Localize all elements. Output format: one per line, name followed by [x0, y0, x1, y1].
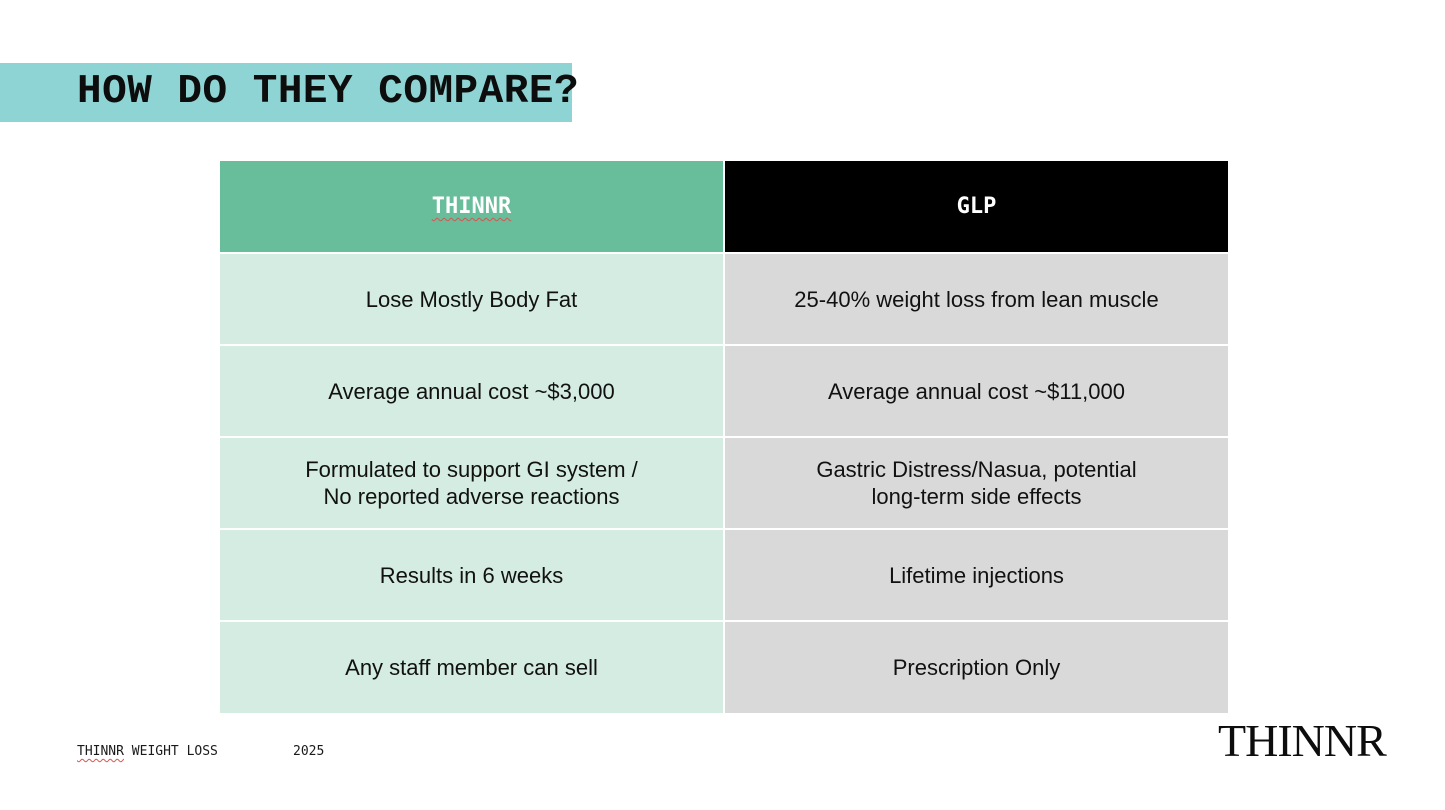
table-row: Any staff member can sell Prescription O… [220, 620, 1228, 713]
cell-thinnr-sell: Any staff member can sell [220, 620, 725, 713]
cell-thinnr-cost: Average annual cost ~$3,000 [220, 344, 725, 438]
comparison-table: THINNR GLP Lose Mostly Body Fat 25-40% w… [220, 161, 1228, 713]
footer-brand-name: THINNR [77, 744, 124, 759]
cell-thinnr-results: Results in 6 weeks [220, 528, 725, 622]
header-glp-label: GLP [956, 194, 997, 219]
table-row: Formulated to support GI system / No rep… [220, 436, 1228, 530]
cell-glp-injections: Lifetime injections [723, 528, 1228, 622]
cell-thinnr-body-fat: Lose Mostly Body Fat [220, 252, 725, 346]
cell-glp-cost: Average annual cost ~$11,000 [723, 344, 1228, 438]
footer-brand-suffix: WEIGHT LOSS [123, 744, 218, 759]
cell-thinnr-gi: Formulated to support GI system / No rep… [220, 436, 725, 530]
slide-title: HOW DO THEY COMPARE? [77, 69, 580, 115]
footer-brand: THINNR WEIGHT LOSS [77, 744, 218, 759]
cell-glp-side-effects: Gastric Distress/Nasua, potential long-t… [723, 436, 1228, 530]
table-header-row: THINNR GLP [220, 161, 1228, 254]
title-band: HOW DO THEY COMPARE? [0, 63, 579, 122]
header-thinnr: THINNR [220, 161, 725, 254]
thinnr-logo: THINNR [1218, 715, 1387, 766]
table-row: Average annual cost ~$3,000 Average annu… [220, 344, 1228, 438]
header-thinnr-label: THINNR [431, 194, 512, 219]
cell-glp-prescription: Prescription Only [723, 620, 1228, 713]
cell-glp-weight-loss: 25-40% weight loss from lean muscle [723, 252, 1228, 346]
footer-year: 2025 [293, 744, 325, 759]
table-row: Results in 6 weeks Lifetime injections [220, 528, 1228, 622]
header-glp: GLP [723, 161, 1228, 254]
table-row: Lose Mostly Body Fat 25-40% weight loss … [220, 252, 1228, 346]
